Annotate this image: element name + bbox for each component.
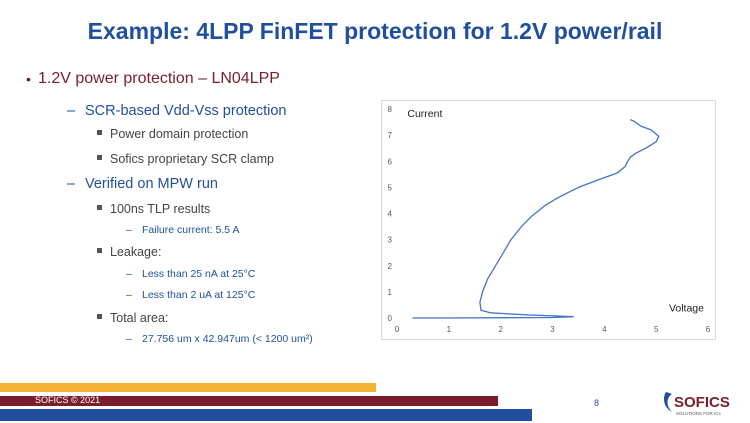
bullet-leakage-25c: – Less than 25 nA at 25°C <box>126 268 256 280</box>
bullet-scr-protection: – SCR-based Vdd-Vss protection <box>67 103 287 119</box>
square-bullet-icon <box>97 314 102 319</box>
y-tick-label: 3 <box>388 236 393 245</box>
y-tick-label: 6 <box>388 157 393 166</box>
dash-icon: – <box>126 289 132 301</box>
dash-icon: – <box>67 103 76 119</box>
dash-icon: – <box>126 268 132 280</box>
x-tick-label: 3 <box>550 325 555 334</box>
dash-icon: – <box>126 224 132 236</box>
x-tick-label: 6 <box>706 325 711 334</box>
y-tick-label: 1 <box>388 288 393 297</box>
bullet-tlp-results: 100ns TLP results <box>97 202 211 216</box>
svg-text:SOFICS: SOFICS <box>674 394 730 411</box>
x-tick-label: 1 <box>447 325 452 334</box>
logo-graphic: SOFICS SOLUTIONS FOR ICs <box>664 392 730 416</box>
bullet-text: Less than 25 nA at 25°C <box>142 268 256 280</box>
y-tick-label: 0 <box>388 314 393 323</box>
x-axis-label: Voltage <box>669 302 704 314</box>
iv-chart-svg: 0 1 2 3 4 5 6 7 8 0 1 2 3 4 5 6 Current Voltage <box>388 105 711 334</box>
iv-chart: 0 1 2 3 4 5 6 7 8 0 1 2 3 4 5 6 Current Voltage <box>381 100 716 340</box>
square-bullet-icon <box>97 130 102 135</box>
bullet-text: Sofics proprietary SCR clamp <box>110 152 274 166</box>
slide-title: Example: 4LPP FinFET protection for 1.2V… <box>87 18 663 44</box>
bullet-text: SCR-based Vdd-Vss protection <box>85 103 287 119</box>
bullet-failure-current: – Failure current: 5.5 A <box>126 224 240 236</box>
footer-orange-bar <box>0 383 376 392</box>
bullet-power-protection: • 1.2V power protection – LN04LPP <box>26 70 280 88</box>
bullet-total-area: Total area: <box>97 311 169 325</box>
bullet-text: Power domain protection <box>110 127 249 141</box>
bullet-text: 1.2V power protection – LN04LPP <box>38 70 280 87</box>
y-tick-label: 5 <box>388 183 393 192</box>
y-tick-label: 7 <box>388 131 393 140</box>
square-bullet-icon <box>97 155 102 160</box>
footer-maroon-bar <box>0 396 498 406</box>
bullet-text: Leakage: <box>110 245 162 259</box>
square-bullet-icon <box>97 248 102 253</box>
series-line <box>412 118 660 319</box>
bullet-text: Verified on MPW run <box>85 176 218 192</box>
bullet-mpw-run: – Verified on MPW run <box>67 176 218 192</box>
dash-icon: – <box>126 333 132 345</box>
bullet-text: Failure current: 5.5 A <box>142 224 240 236</box>
bullet-dot-icon: • <box>26 71 31 87</box>
y-tick-label: 4 <box>388 210 393 219</box>
x-tick-label: 2 <box>498 325 503 334</box>
svg-text:SOLUTIONS FOR ICs: SOLUTIONS FOR ICs <box>676 411 722 416</box>
bullet-text: Total area: <box>110 311 169 325</box>
x-tick-label: 4 <box>602 325 607 334</box>
bullet-scr-clamp: Sofics proprietary SCR clamp <box>97 152 274 166</box>
square-bullet-icon <box>97 205 102 210</box>
footer-blue-bar <box>0 409 532 421</box>
y-axis-label: Current <box>407 108 442 120</box>
x-tick-label: 5 <box>654 325 659 334</box>
bullet-text: 27.756 um x 42.947um (< 1200 um²) <box>142 333 313 345</box>
y-tick-label: 2 <box>388 262 393 271</box>
bullet-leakage: Leakage: <box>97 245 162 259</box>
bullet-text: 100ns TLP results <box>110 202 211 216</box>
bullet-area-value: – 27.756 um x 42.947um (< 1200 um²) <box>126 333 313 345</box>
sofics-logo: SOFICS SOLUTIONS FOR ICs <box>660 388 740 418</box>
x-tick-label: 0 <box>395 325 400 334</box>
bullet-leakage-125c: – Less than 2 uA at 125°C <box>126 289 256 301</box>
bullet-text: Less than 2 uA at 125°C <box>142 289 256 301</box>
page-number: 8 <box>594 398 600 408</box>
y-tick-label: 8 <box>388 105 393 114</box>
footer-copyright: SOFICS © 2021 <box>35 395 101 405</box>
dash-icon: – <box>67 176 76 192</box>
bullet-power-domain: Power domain protection <box>97 127 249 141</box>
